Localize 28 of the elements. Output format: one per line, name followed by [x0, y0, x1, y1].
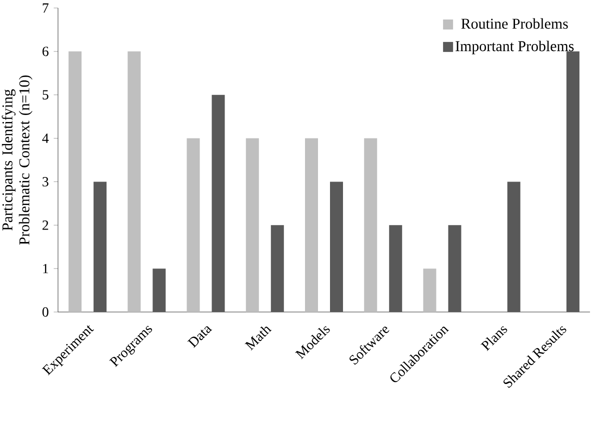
bar	[152, 268, 166, 312]
bar	[566, 51, 580, 312]
y-tick-label: 6	[42, 46, 48, 56]
legend-label: Important Problems	[456, 40, 574, 54]
legend-label: Routine Problems	[461, 18, 568, 29]
bar	[448, 225, 462, 312]
y-axis-title: Participants Identifying Problematic Context (n=10)	[2, 76, 32, 245]
x-tick-label: Data	[187, 326, 212, 348]
y-tick-label: 3	[42, 177, 48, 186]
bar	[364, 138, 378, 312]
bar	[212, 94, 225, 312]
bar	[507, 182, 520, 312]
bar	[68, 51, 82, 312]
bar	[270, 225, 284, 312]
y-tick-label: 1	[43, 264, 48, 274]
y-tick-label: 0	[42, 307, 48, 317]
bar	[305, 138, 318, 312]
bar	[389, 225, 402, 312]
bar	[186, 138, 200, 312]
bar	[423, 268, 436, 312]
bar	[246, 138, 259, 312]
y-tick-label: 7	[42, 3, 49, 13]
y-tick-label: 2	[42, 220, 48, 230]
bar	[330, 182, 343, 312]
y-tick-label: 4	[42, 134, 49, 143]
bar	[128, 51, 141, 312]
bar	[94, 182, 107, 312]
y-tick-label: 5	[42, 90, 48, 100]
